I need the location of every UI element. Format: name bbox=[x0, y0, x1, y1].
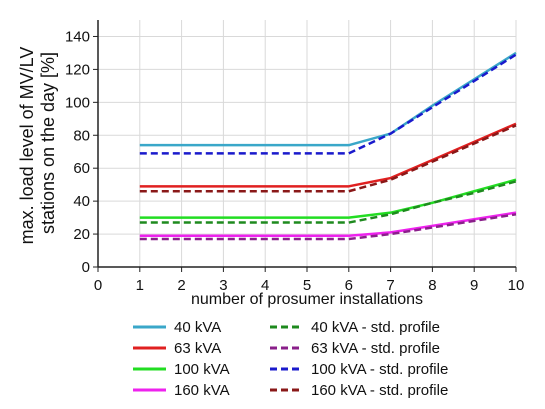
x-tick-label: 8 bbox=[428, 277, 436, 294]
y-tick-label: 40 bbox=[73, 193, 90, 210]
y-tick-label: 20 bbox=[73, 226, 90, 243]
legend-label: 63 kVA - std. profile bbox=[311, 340, 440, 357]
x-tick-label: 7 bbox=[386, 277, 394, 294]
x-tick-label: 0 bbox=[94, 277, 102, 294]
legend-label: 100 kVA - std. profile bbox=[311, 361, 448, 378]
x-tick-label: 9 bbox=[470, 277, 478, 294]
series-line bbox=[139, 53, 517, 155]
y-tick-label: 120 bbox=[65, 61, 90, 78]
series-line bbox=[139, 122, 517, 188]
series-line bbox=[139, 213, 517, 241]
x-tick-label: 10 bbox=[508, 277, 525, 294]
y-tick-label: 140 bbox=[65, 28, 90, 45]
series-line bbox=[139, 180, 517, 224]
x-tick-label: 5 bbox=[303, 277, 311, 294]
legend-label: 63 kVA bbox=[174, 340, 221, 357]
x-axis-title: number of prosumer installations bbox=[191, 291, 423, 308]
y-axis-title-line-1: max. load level of MV/LV bbox=[17, 47, 37, 245]
legend-label: 100 kVA bbox=[174, 361, 230, 378]
legend-label: 40 kVA - std. profile bbox=[311, 319, 440, 336]
x-tick-label: 2 bbox=[177, 277, 185, 294]
y-axis-title-line-2: stations on the day [%] bbox=[38, 52, 58, 234]
y-tick-label: 60 bbox=[73, 160, 90, 177]
series-line bbox=[139, 51, 517, 147]
series-line bbox=[139, 211, 517, 237]
series-layer bbox=[139, 51, 517, 241]
y-tick-label: 0 bbox=[82, 259, 90, 276]
legend: 40 kVA 63 kVA 100 kVA 160 kVA 40 kVA - std. … bbox=[133, 319, 448, 399]
series-line bbox=[139, 178, 517, 219]
x-tick-label: 1 bbox=[136, 277, 144, 294]
y-tick-label: 100 bbox=[65, 94, 90, 111]
x-tick-label: 4 bbox=[261, 277, 269, 294]
grid bbox=[98, 20, 517, 267]
legend-label: 40 kVA bbox=[174, 319, 221, 336]
x-tick-label: 3 bbox=[219, 277, 227, 294]
legend-label: 160 kVA - std. profile bbox=[311, 382, 448, 399]
x-tick-label: 6 bbox=[345, 277, 353, 294]
series-line bbox=[139, 124, 517, 193]
y-axis-title: max. load level of MV/LV stations on the… bbox=[17, 42, 58, 245]
y-tick-label: 80 bbox=[73, 127, 90, 144]
legend-label: 160 kVA bbox=[174, 382, 230, 399]
